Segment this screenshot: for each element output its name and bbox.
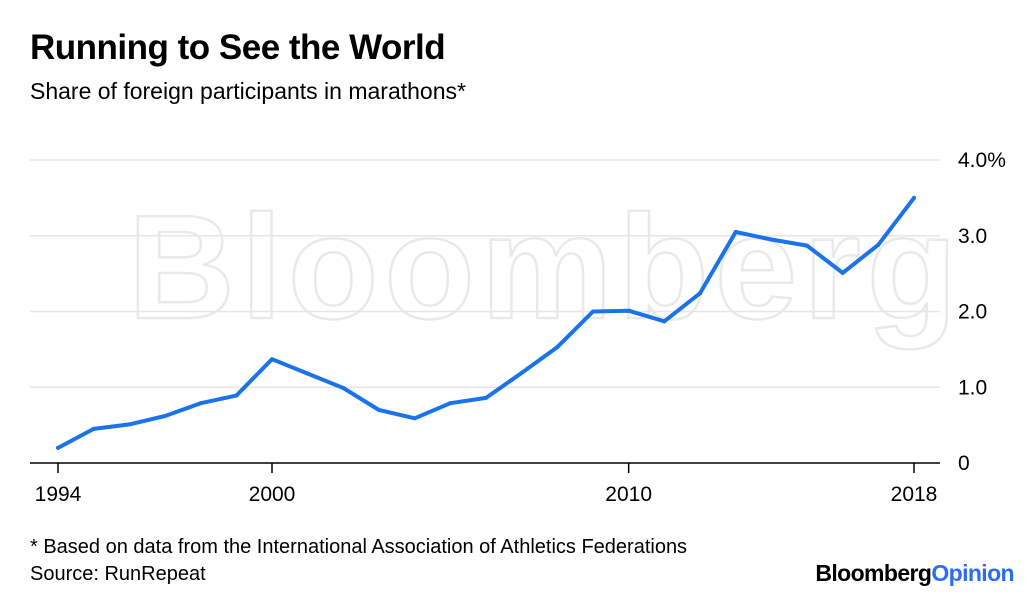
data-point: [733, 229, 738, 234]
data-point: [163, 414, 167, 419]
chart-subtitle: Share of foreign participants in maratho…: [30, 78, 466, 104]
x-tick-label: 2010: [605, 483, 652, 506]
data-point: [555, 345, 560, 350]
x-tick-label: 2000: [249, 483, 296, 506]
data-point: [626, 308, 631, 313]
y-tick-label: 4.0%: [958, 149, 1006, 172]
data-point: [341, 386, 346, 391]
data-point: [234, 393, 239, 398]
data-point: [519, 370, 524, 375]
data-point: [412, 416, 417, 421]
gridlines: [30, 159, 940, 388]
x-tick-label: 2018: [891, 483, 938, 506]
y-tick-label: 0: [958, 452, 970, 475]
brand-opinion: Opinion: [931, 560, 1014, 586]
data-point: [305, 371, 310, 376]
series-layer: [56, 195, 916, 450]
y-tick-label: 2.0: [958, 301, 987, 324]
tick-labels: 0 1.0 2.0 3.0 4.0% 1994 2000 2010 2018: [35, 149, 1006, 506]
footnote: * Based on data from the International A…: [30, 536, 688, 558]
data-point: [377, 407, 381, 412]
data-point: [840, 270, 845, 275]
source-note: Source: RunRepeat: [30, 563, 206, 585]
bloomberg-watermark: Bloomberg: [128, 185, 963, 350]
axes: [30, 462, 940, 473]
data-point: [591, 309, 595, 314]
data-point: [270, 357, 274, 362]
data-point: [662, 319, 667, 324]
data-point: [876, 242, 881, 247]
data-point: [769, 237, 774, 242]
data-point: [91, 426, 96, 431]
data-point: [198, 401, 203, 406]
data-point: [484, 395, 488, 400]
brand-wordmark: Bloomberg: [815, 560, 932, 586]
line-chart: Bloomberg 0 1.0 2.0 3.0 4.0% 1994 2000 2010 2018: [30, 149, 1006, 506]
chart-title: Running to See the World: [30, 28, 446, 67]
data-point: [127, 422, 132, 427]
data-point: [56, 445, 60, 450]
data-point: [805, 243, 809, 248]
data-point: [912, 195, 916, 200]
y-tick-label: 3.0: [958, 225, 987, 248]
y-tick-label: 1.0: [958, 376, 987, 399]
x-tick-label: 1994: [35, 483, 82, 506]
data-point: [698, 291, 702, 296]
bloomberg-opinion-logo: BloombergOpinion: [815, 560, 1014, 587]
data-point: [448, 401, 453, 406]
